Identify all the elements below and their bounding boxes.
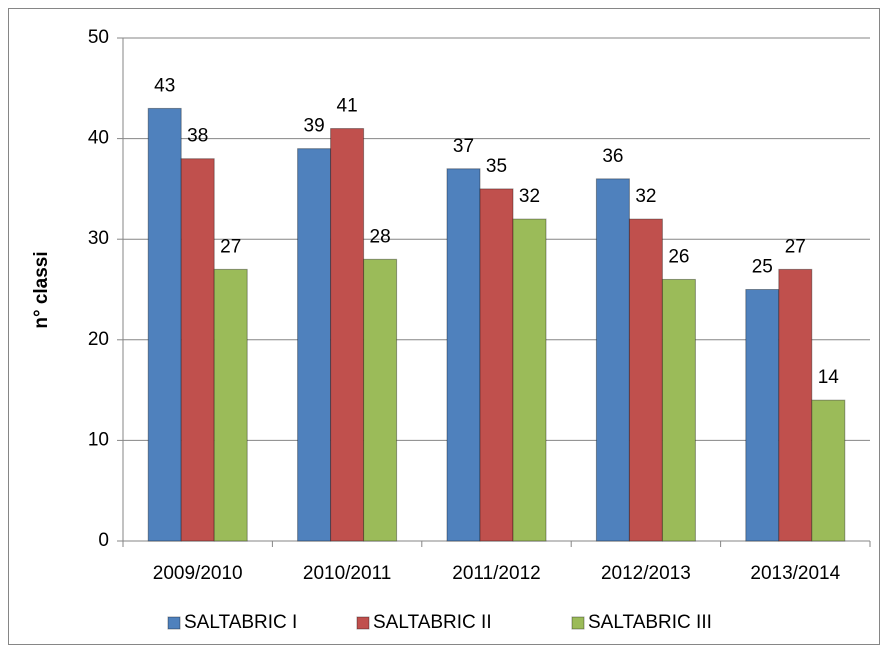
data-label: 26 bbox=[668, 246, 689, 267]
bar bbox=[446, 168, 481, 542]
data-label: 39 bbox=[304, 116, 325, 137]
legend-label: SALTABRIC II bbox=[373, 612, 492, 633]
bar bbox=[479, 188, 514, 542]
data-label: 32 bbox=[635, 186, 656, 207]
data-label: 36 bbox=[602, 146, 623, 167]
x-tick-label: 2009/2010 bbox=[153, 563, 243, 584]
data-label: 27 bbox=[220, 236, 241, 257]
y-tick-label: 50 bbox=[88, 27, 109, 48]
legend-label: SALTABRIC III bbox=[588, 612, 712, 633]
bar bbox=[628, 218, 663, 542]
data-label: 25 bbox=[752, 257, 773, 278]
data-label: 27 bbox=[785, 236, 806, 257]
y-tick-label: 0 bbox=[98, 530, 109, 551]
data-label: 41 bbox=[337, 96, 358, 117]
data-label: 32 bbox=[519, 186, 540, 207]
data-label: 38 bbox=[187, 126, 208, 147]
data-label: 14 bbox=[818, 367, 840, 388]
x-tick-label: 2013/2014 bbox=[750, 563, 840, 584]
bar bbox=[811, 399, 846, 542]
y-tick-label: 20 bbox=[88, 329, 109, 350]
x-tick-label: 2011/2012 bbox=[452, 563, 540, 584]
bar bbox=[363, 258, 398, 542]
bar bbox=[180, 158, 215, 542]
data-label: 43 bbox=[154, 75, 175, 96]
bar bbox=[297, 148, 332, 542]
bar bbox=[512, 218, 547, 542]
legend-swatch bbox=[167, 616, 181, 630]
data-label: 37 bbox=[453, 136, 474, 157]
data-label: 28 bbox=[370, 226, 391, 247]
legend-swatch bbox=[356, 616, 370, 630]
bar bbox=[330, 128, 365, 542]
x-tick-label: 2010/2011 bbox=[303, 563, 391, 584]
bar bbox=[595, 178, 630, 542]
bar bbox=[213, 268, 248, 542]
legend-label: SALTABRIC I bbox=[184, 612, 297, 633]
data-label: 35 bbox=[486, 156, 507, 177]
y-tick-label: 30 bbox=[88, 228, 109, 249]
bar bbox=[778, 268, 813, 542]
x-tick-label: 2012/2013 bbox=[601, 563, 691, 584]
bar bbox=[745, 289, 780, 542]
y-tick-label: 40 bbox=[88, 128, 109, 149]
bar bbox=[661, 278, 696, 542]
y-axis-title: n° classi bbox=[31, 251, 52, 328]
bar bbox=[147, 107, 182, 542]
legend-swatch bbox=[571, 616, 585, 630]
y-tick-label: 10 bbox=[88, 429, 109, 450]
